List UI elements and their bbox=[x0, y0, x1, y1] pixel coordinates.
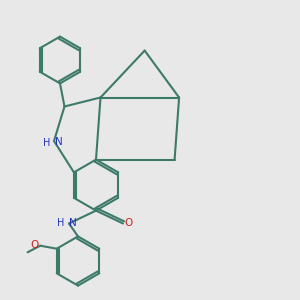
Text: H: H bbox=[57, 218, 64, 228]
Text: O: O bbox=[30, 240, 39, 250]
Text: N: N bbox=[55, 136, 62, 147]
Text: N: N bbox=[69, 218, 77, 229]
Text: O: O bbox=[124, 218, 133, 229]
Text: H: H bbox=[43, 137, 50, 148]
